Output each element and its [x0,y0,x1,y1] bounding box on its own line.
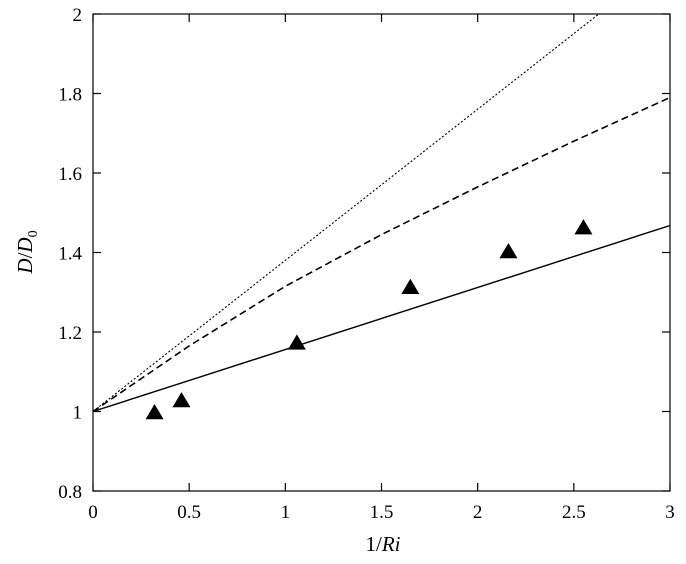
x-tick-label: 0.5 [177,502,201,523]
x-tick-label: 0 [88,502,98,523]
data-point [145,403,164,420]
data-point [287,334,306,350]
series-line-dashed [93,96,670,413]
y-tick-label: 1.2 [58,323,82,344]
series-line-dotted [93,14,600,412]
x-tick-label: 2.5 [562,502,586,523]
tick-labels: 0 0.5 1 1.5 2 2.5 3 0.8 1 1.2 1.4 1.6 1.8 2 [58,5,675,523]
x-tick-label: 1 [281,502,291,523]
data-point [172,392,191,408]
x-tick-label: 3 [665,502,675,523]
y-tick-label: 2 [73,5,83,26]
y-tick-label: 1.4 [58,244,82,265]
y-tick-label: 0.8 [58,482,82,503]
data-point [574,219,593,235]
plot-frame [92,13,671,492]
data-points [145,219,593,420]
axis-ticks [92,13,671,492]
x-tick-label: 1.5 [370,502,394,523]
y-tick-label: 1.8 [58,85,82,106]
y-tick-label: 1.6 [58,164,82,185]
x-axis-label: 1/Ri [365,532,400,556]
y-tick-label: 1 [73,403,83,424]
y-axis-label: D/D0 [13,230,41,274]
x-tick-label: 2 [473,502,483,523]
series-lines [93,14,670,413]
data-point [499,243,518,259]
data-point [401,278,420,294]
series-line-solid [93,224,670,413]
